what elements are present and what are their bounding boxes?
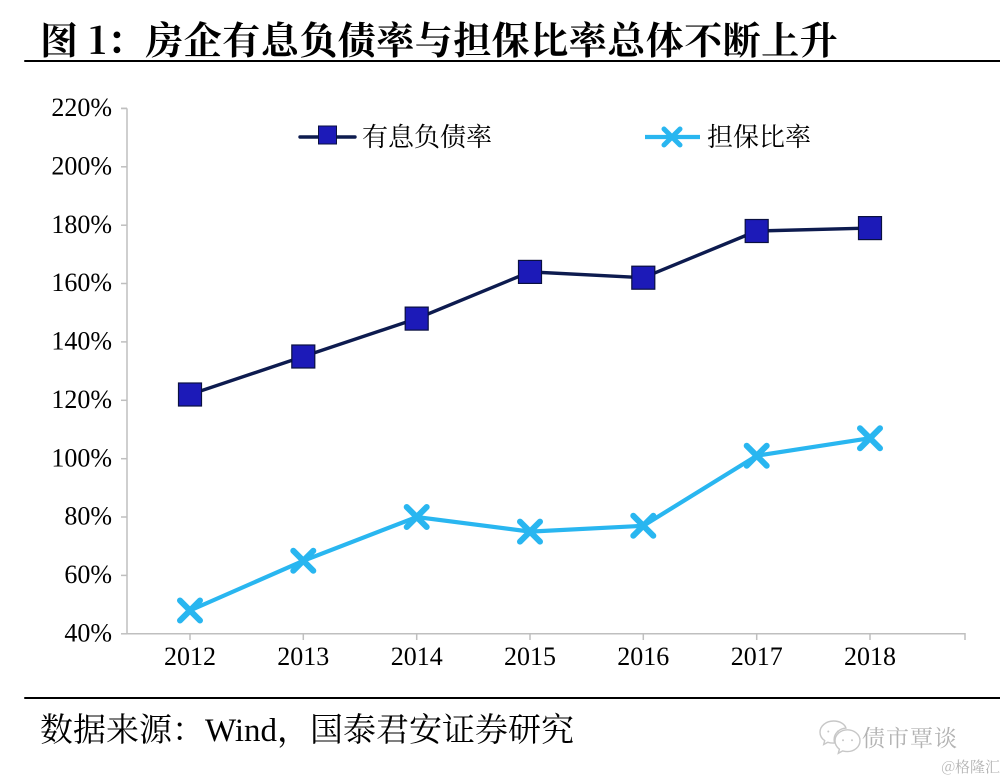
svg-text:2016: 2016 (617, 642, 669, 671)
svg-text:有息负债率: 有息负债率 (362, 117, 492, 154)
svg-text:2018: 2018 (844, 642, 896, 671)
svg-text:220%: 220% (51, 93, 112, 122)
svg-text:200%: 200% (51, 152, 112, 181)
svg-text:2017: 2017 (731, 642, 783, 671)
svg-text:80%: 80% (64, 502, 112, 531)
svg-text:2014: 2014 (391, 642, 443, 671)
svg-text:120%: 120% (51, 385, 112, 414)
svg-text:100%: 100% (51, 443, 112, 472)
svg-text:担保比率: 担保比率 (707, 117, 811, 154)
svg-text:140%: 140% (51, 327, 112, 356)
svg-text:2013: 2013 (277, 642, 329, 671)
svg-text:40%: 40% (64, 619, 112, 648)
svg-text:2015: 2015 (504, 642, 556, 671)
svg-text:160%: 160% (51, 268, 112, 297)
svg-text:2012: 2012 (164, 642, 216, 671)
svg-text:60%: 60% (64, 560, 112, 589)
svg-text:180%: 180% (51, 210, 112, 239)
